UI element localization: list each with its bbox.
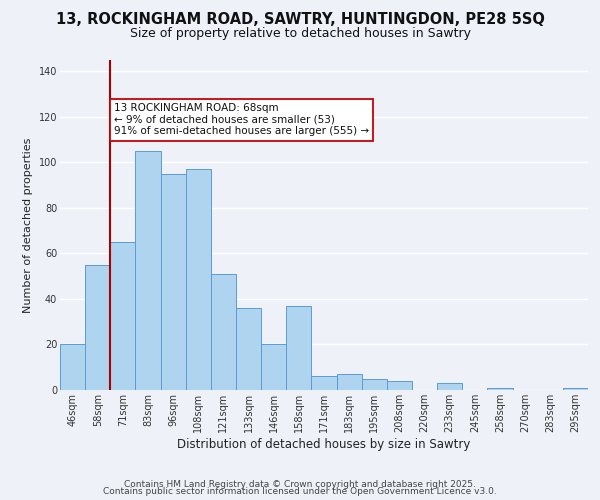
Bar xyxy=(236,308,261,390)
Bar xyxy=(362,378,387,390)
Text: 13, ROCKINGHAM ROAD, SAWTRY, HUNTINGDON, PE28 5SQ: 13, ROCKINGHAM ROAD, SAWTRY, HUNTINGDON,… xyxy=(56,12,544,28)
Bar xyxy=(186,169,211,390)
Text: Contains public sector information licensed under the Open Government Licence v3: Contains public sector information licen… xyxy=(103,487,497,496)
Bar xyxy=(563,388,588,390)
Bar xyxy=(286,306,311,390)
Text: Contains HM Land Registry data © Crown copyright and database right 2025.: Contains HM Land Registry data © Crown c… xyxy=(124,480,476,489)
Bar xyxy=(110,242,136,390)
X-axis label: Distribution of detached houses by size in Sawtry: Distribution of detached houses by size … xyxy=(178,438,470,450)
Bar xyxy=(261,344,286,390)
Bar xyxy=(337,374,362,390)
Bar xyxy=(136,151,161,390)
Bar xyxy=(311,376,337,390)
Bar xyxy=(85,265,110,390)
Text: Size of property relative to detached houses in Sawtry: Size of property relative to detached ho… xyxy=(130,28,470,40)
Y-axis label: Number of detached properties: Number of detached properties xyxy=(23,138,33,312)
Text: 13 ROCKINGHAM ROAD: 68sqm
← 9% of detached houses are smaller (53)
91% of semi-d: 13 ROCKINGHAM ROAD: 68sqm ← 9% of detach… xyxy=(114,103,369,136)
Bar xyxy=(387,381,412,390)
Bar xyxy=(60,344,85,390)
Bar xyxy=(437,383,462,390)
Bar xyxy=(487,388,512,390)
Bar xyxy=(161,174,186,390)
Bar xyxy=(211,274,236,390)
